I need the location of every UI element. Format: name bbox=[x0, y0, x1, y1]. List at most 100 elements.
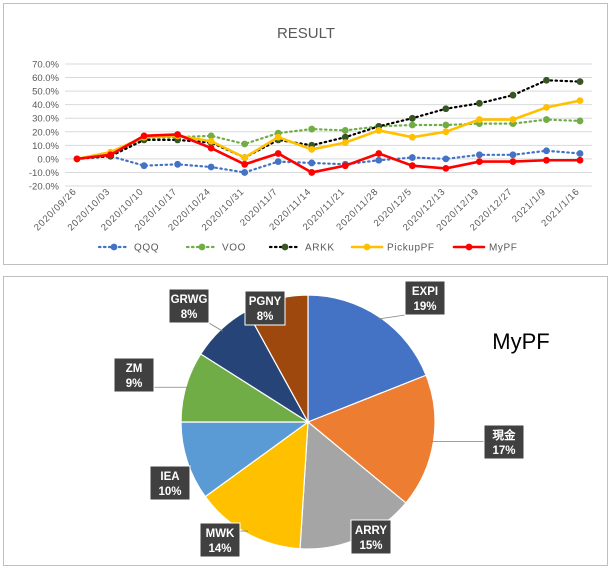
legend-label: QQQ bbox=[134, 243, 159, 254]
pie-label-name: PGNY bbox=[249, 296, 282, 308]
data-point-voo bbox=[442, 121, 450, 129]
data-point-voo bbox=[408, 121, 416, 129]
data-point-pickuppf bbox=[543, 103, 550, 111]
series-pickuppf bbox=[73, 97, 584, 163]
data-point-qqq bbox=[174, 160, 182, 168]
data-point-voo bbox=[576, 117, 584, 125]
legend-marker bbox=[281, 243, 289, 251]
pie-label-percent: 17% bbox=[492, 445, 515, 457]
y-tick-label: 0.0% bbox=[37, 154, 59, 165]
pie-label-percent: 8% bbox=[181, 309, 198, 321]
data-point-mypf bbox=[576, 156, 584, 164]
legend-label: PickupPF bbox=[387, 243, 435, 254]
pie-label-box bbox=[483, 424, 525, 460]
data-point-qqq bbox=[274, 158, 282, 166]
y-tick-label: 30.0% bbox=[32, 114, 59, 125]
legend-item-mypf: MyPF bbox=[452, 243, 517, 254]
data-point-pickuppf bbox=[509, 116, 517, 123]
grid-lines bbox=[65, 63, 592, 187]
data-point-qqq bbox=[241, 169, 249, 176]
data-point-qqq bbox=[207, 163, 215, 171]
data-point-mypf bbox=[341, 162, 349, 170]
data-point-mypf bbox=[408, 162, 416, 170]
pie-label-grwg: GRWG 8% bbox=[168, 288, 210, 324]
series-line-qqq bbox=[75, 149, 582, 174]
data-point-pickuppf bbox=[375, 127, 383, 134]
data-point-voo bbox=[308, 125, 316, 133]
data-point-qqq bbox=[308, 159, 316, 167]
series-line-arkk bbox=[75, 79, 582, 160]
data-point-pickuppf bbox=[476, 116, 483, 123]
data-point-mypf bbox=[476, 158, 483, 166]
pie-label-box bbox=[350, 519, 392, 555]
legend-marker bbox=[198, 243, 206, 251]
legend-marker bbox=[110, 243, 118, 251]
pie-label-box bbox=[199, 522, 241, 558]
chart-title: RESULT bbox=[277, 25, 335, 42]
pie-label-cash: 現金 17% bbox=[483, 424, 525, 460]
pie-label-percent: 19% bbox=[413, 301, 436, 313]
pie-slices bbox=[180, 294, 436, 550]
data-point-mypf bbox=[274, 150, 282, 157]
data-point-qqq bbox=[408, 154, 416, 161]
data-point-mypf bbox=[140, 132, 148, 140]
data-point-mypf bbox=[241, 160, 249, 168]
pie-label-name: ZM bbox=[126, 363, 143, 375]
data-point-pickuppf bbox=[241, 154, 249, 161]
y-tick-label: -10.0% bbox=[29, 168, 60, 179]
data-point-pickuppf bbox=[576, 97, 584, 104]
pie-label-name: EXPI bbox=[412, 286, 438, 298]
line-chart-panel: RESULT -20.0% -10.0% 0.0% 10.0% 20.0% 30.0% 40… bbox=[3, 3, 608, 265]
pie-label-percent: 15% bbox=[359, 540, 382, 552]
data-point-qqq bbox=[543, 147, 550, 155]
series-line-pickuppf bbox=[75, 99, 582, 161]
pie-label-box bbox=[149, 465, 191, 501]
pie-labels: EXPI 19% 現金 17% ARRY 15% MWK 14% IEA 10% ZM 9% GRWG 8… bbox=[113, 280, 525, 558]
line-chart: RESULT -20.0% -10.0% 0.0% 10.0% 20.0% 30.0% 40… bbox=[29, 25, 592, 254]
data-point-mypf bbox=[375, 150, 383, 157]
data-point-qqq bbox=[509, 151, 517, 159]
data-point-pickuppf bbox=[442, 128, 450, 136]
pie-label-percent: 9% bbox=[126, 378, 143, 390]
pie-label-box bbox=[168, 288, 210, 324]
data-point-mypf bbox=[442, 164, 450, 172]
series-lines bbox=[73, 76, 584, 176]
y-axis-tick-labels: -20.0% -10.0% 0.0% 10.0% 20.0% 30.0% 40.0% 50.0… bbox=[29, 60, 60, 193]
data-point-qqq bbox=[476, 151, 483, 159]
data-point-arkk bbox=[543, 76, 550, 84]
y-tick-label: 50.0% bbox=[32, 87, 59, 98]
data-point-arkk bbox=[341, 133, 349, 141]
pie-label-name: IEA bbox=[160, 471, 179, 483]
pie-label-mwk: MWK 14% bbox=[199, 522, 241, 558]
data-point-mypf bbox=[73, 155, 81, 163]
leader-line bbox=[377, 314, 406, 320]
pie-label-name: 現金 bbox=[493, 428, 516, 442]
data-point-voo bbox=[543, 116, 550, 123]
data-point-arkk bbox=[509, 91, 517, 99]
data-point-arkk bbox=[476, 99, 483, 107]
legend-item-arkk: ARKK bbox=[268, 243, 334, 254]
data-point-qqq bbox=[442, 155, 450, 163]
legend-item-voo: VOO bbox=[185, 243, 246, 254]
data-point-voo bbox=[341, 127, 349, 134]
pie-label-zm: ZM 9% bbox=[113, 357, 155, 393]
data-point-mypf bbox=[543, 156, 550, 164]
data-point-qqq bbox=[375, 156, 383, 164]
legend-label: VOO bbox=[222, 243, 246, 254]
pie-label-name: ARRY bbox=[355, 525, 387, 537]
data-point-arkk bbox=[442, 105, 450, 113]
pie-label-iea: IEA 10% bbox=[149, 465, 191, 501]
data-point-arkk bbox=[576, 78, 584, 86]
data-point-mypf bbox=[308, 169, 316, 176]
legend: QQQ VOO ARKK PickupPF MyPF bbox=[97, 243, 517, 254]
leader-line bbox=[208, 322, 224, 332]
data-point-pickuppf bbox=[274, 133, 282, 141]
pie-slice-expi bbox=[307, 294, 427, 423]
y-tick-label: 70.0% bbox=[32, 60, 59, 71]
pie-label-box bbox=[404, 280, 446, 316]
data-point-mypf bbox=[509, 158, 517, 166]
pie-label-box bbox=[113, 357, 155, 393]
y-tick-label: 40.0% bbox=[32, 100, 59, 111]
data-point-voo bbox=[241, 140, 249, 148]
data-point-pickuppf bbox=[408, 133, 416, 141]
